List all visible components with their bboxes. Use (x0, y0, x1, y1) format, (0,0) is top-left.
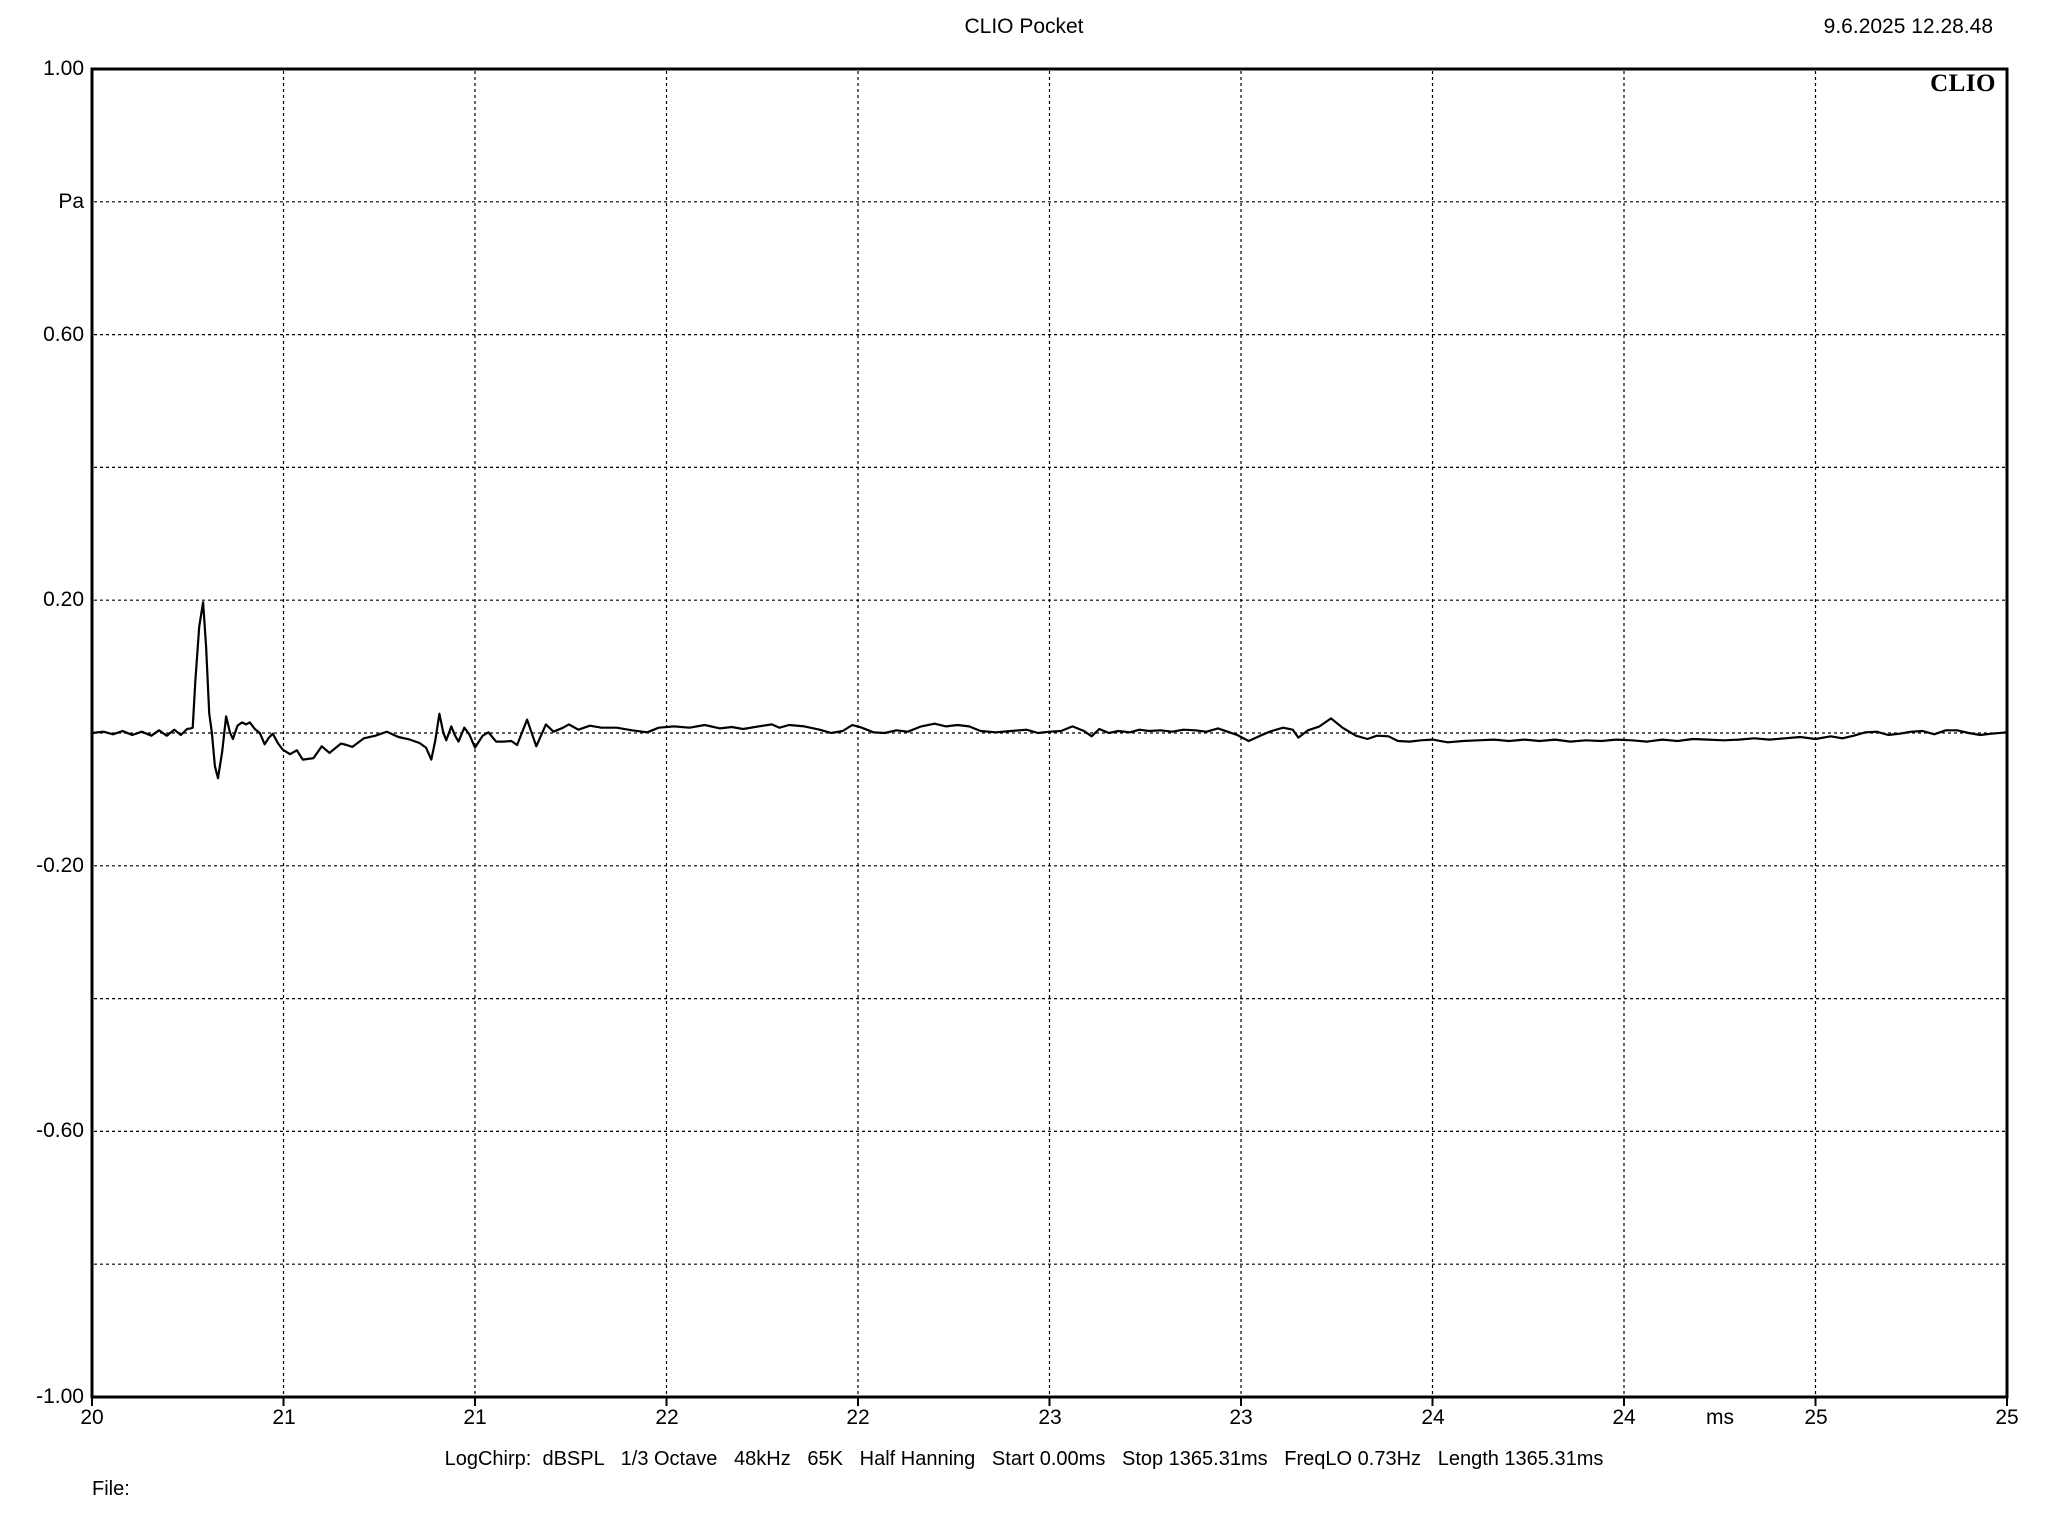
y-unit-label: Pa (58, 190, 84, 213)
file-label: File: (92, 1478, 130, 1500)
x-unit-label: ms (1706, 1406, 1734, 1429)
impulse-response-trace (90, 601, 2009, 780)
y-tick-label: -0.20 (36, 854, 84, 877)
datetime-label: 9.6.2025 12.28.48 (1823, 15, 1993, 38)
y-tick-label: -1.00 (36, 1385, 84, 1408)
x-tick-label: 23 (1038, 1406, 1062, 1429)
y-tick-label: 1.00 (43, 57, 84, 80)
x-tick-label: 25 (1995, 1406, 2019, 1429)
x-tick-label: 25 (1804, 1406, 1828, 1429)
measurement-settings-line: LogChirp: dBSPL 1/3 Octave 48kHz 65K Hal… (444, 1448, 1604, 1470)
x-tick-label: 24 (1612, 1406, 1636, 1429)
x-tick-label: 21 (463, 1406, 487, 1429)
x-tick-label: 23 (1229, 1406, 1253, 1429)
y-tick-label: -0.60 (36, 1119, 84, 1142)
page-title: CLIO Pocket (964, 15, 1084, 38)
x-tick-label: 22 (655, 1406, 679, 1429)
clio-logo: CLIO (1930, 70, 1996, 97)
x-tick-label: 20 (80, 1406, 104, 1429)
x-tick-label: 21 (272, 1406, 296, 1429)
y-tick-label: 0.20 (43, 588, 84, 611)
x-tick-label: 24 (1421, 1406, 1445, 1429)
y-tick-label: 0.60 (43, 323, 84, 346)
x-tick-label: 22 (846, 1406, 870, 1429)
